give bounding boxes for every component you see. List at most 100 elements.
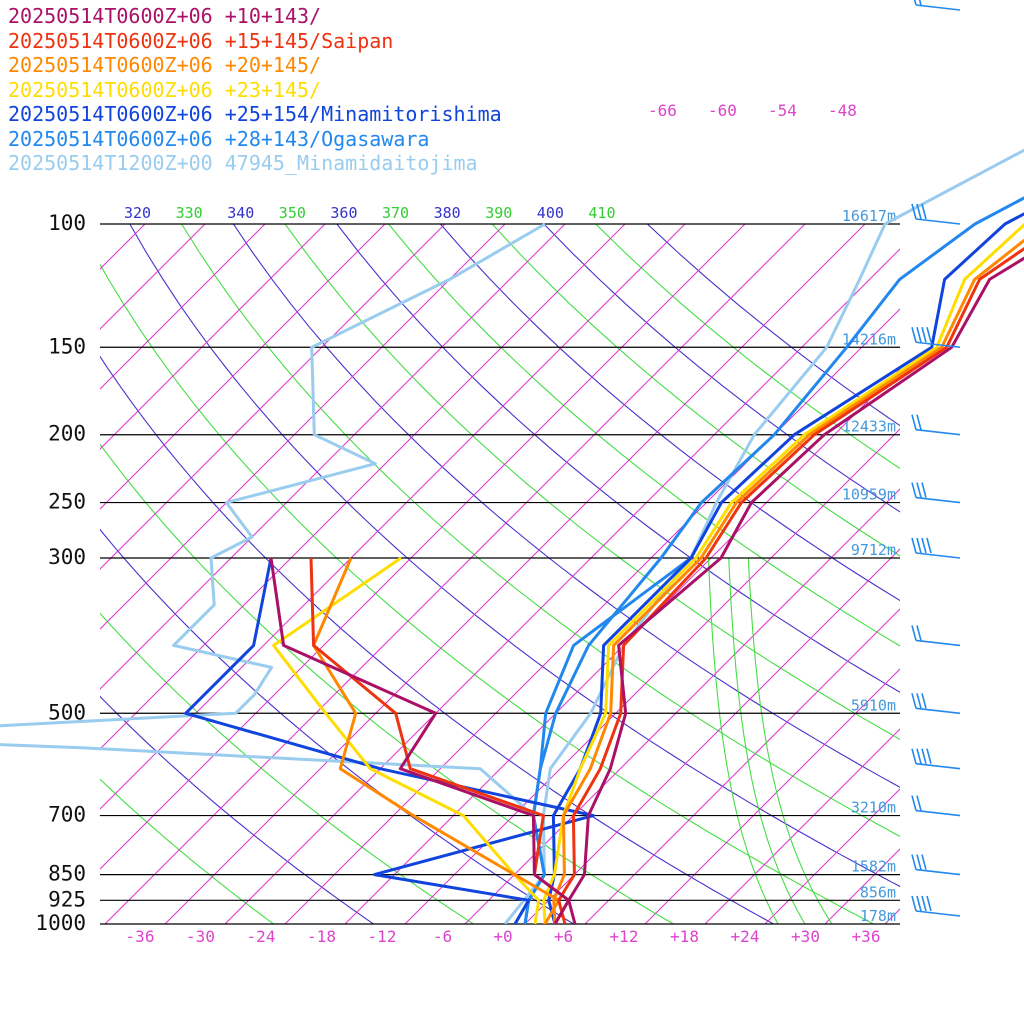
wind-barb <box>911 537 961 559</box>
isotherm-line <box>164 224 866 924</box>
dry-adiabat-line <box>100 528 574 924</box>
height-label: 16617m <box>842 207 896 225</box>
wind-barb <box>911 625 961 647</box>
height-label: 3210m <box>851 799 896 817</box>
mixing-ratio-line <box>747 557 833 924</box>
isotherm-line <box>824 848 900 924</box>
dry-adiabat-line <box>129 224 900 888</box>
legend-entry: 20250514T0600Z+06 +23+145/ <box>8 77 322 102</box>
height-label: 5910m <box>851 696 896 714</box>
isotherm-line <box>704 728 900 924</box>
theta-label: 320 <box>124 204 151 222</box>
wind-barb <box>911 854 961 876</box>
wind-barb <box>911 748 961 770</box>
legend-entry: 20250514T0600Z+06 +20+145/ <box>8 53 322 77</box>
temperature-tick-label: -6 <box>433 927 452 946</box>
theta-label: 390 <box>485 204 512 222</box>
isotherm-line <box>100 224 206 330</box>
isotherm-line <box>524 548 900 924</box>
temperature-tick-label: +18 <box>670 927 699 946</box>
temperature-trace <box>552 238 1024 924</box>
pressure-label: 300 <box>48 545 86 569</box>
temperature-tick-label: +24 <box>731 927 760 946</box>
theta-label: 400 <box>537 204 564 222</box>
height-label: 9712m <box>851 541 896 559</box>
isotherm-line <box>100 224 626 750</box>
isotherm-line <box>284 308 900 924</box>
dewpoint-trace <box>523 556 692 924</box>
temperature-tick-label: -30 <box>186 927 215 946</box>
wind-barb <box>911 414 961 436</box>
pressure-label: 100 <box>48 211 86 235</box>
pressure-label: 850 <box>48 862 86 886</box>
temperature-trace <box>567 256 1024 924</box>
wind-barb <box>911 895 961 917</box>
height-label: 1582m <box>851 858 896 876</box>
isotherm-line <box>100 224 386 510</box>
dewpoint-trace <box>272 556 541 924</box>
isotherm-line <box>104 224 806 924</box>
pressure-label: 250 <box>48 490 86 514</box>
temperature-tick-label: -24 <box>247 927 276 946</box>
isotherm-line <box>100 224 746 870</box>
theta-label: 370 <box>382 204 409 222</box>
temperature-trace <box>547 212 1024 924</box>
legend-entry: 20250514T1200Z+00 47945_Minamidaitojima <box>8 151 478 175</box>
wind-barb <box>911 482 961 504</box>
upper-temperature-label: -60 <box>708 101 737 120</box>
legend: 20250514T0600Z+06 +10+143/20250514T0600Z… <box>8 4 502 176</box>
pressure-label: 925 <box>48 887 86 911</box>
upper-temperature-label: -66 <box>648 101 677 120</box>
wind-barb <box>911 327 961 349</box>
dewpoint-trace <box>269 557 571 924</box>
isotherm-line <box>100 224 566 690</box>
theta-label: 340 <box>227 204 254 222</box>
isotherm-line <box>100 224 326 450</box>
isotherm-line <box>100 224 686 810</box>
theta-label: 410 <box>588 204 615 222</box>
dewpoint-trace <box>312 557 561 924</box>
dry-adiabat-line <box>388 224 900 647</box>
temperature-tick-label: +30 <box>791 927 820 946</box>
pressure-label: 1000 <box>35 911 86 935</box>
isotherm-line <box>100 224 266 390</box>
dry-adiabat-line <box>181 224 900 837</box>
isotherm-line <box>644 668 900 924</box>
isotherm-line <box>584 608 900 924</box>
temperature-tick-label: +36 <box>852 927 881 946</box>
height-label: 856m <box>860 883 896 901</box>
upper-temperature-label: -54 <box>768 101 797 120</box>
legend-entry: 20250514T0600Z+06 +15+145/Saipan <box>8 28 394 53</box>
pressure-label: 200 <box>48 422 86 446</box>
temperature-trace <box>542 222 1024 924</box>
isotherm-line <box>224 248 900 924</box>
theta-label: 360 <box>330 204 357 222</box>
temperature-tick-label: +12 <box>610 927 639 946</box>
temperature-trace <box>513 148 1024 924</box>
temperature-tick-label: +6 <box>554 927 573 946</box>
isotherm-line <box>100 224 506 630</box>
dewpoint-trace <box>0 222 546 924</box>
wind-barb <box>911 203 961 225</box>
mixing-ratio-line <box>707 557 779 924</box>
upper-temperature-label: -48 <box>828 101 857 120</box>
theta-label: 330 <box>176 204 203 222</box>
wind-barb <box>913 0 961 11</box>
height-label: 10959m <box>842 486 896 504</box>
temperature-trace <box>523 196 1024 924</box>
wind-barb <box>911 795 961 817</box>
dry-adiabat-line <box>100 778 274 924</box>
theta-label: 380 <box>434 204 461 222</box>
legend-entry: 20250514T0600Z+06 +25+154/Minamitorishim… <box>8 102 502 126</box>
pressure-label: 150 <box>48 334 86 358</box>
temperature-tick-label: -18 <box>307 927 336 946</box>
temperature-tick-label: -36 <box>126 927 155 946</box>
temperature-trace <box>557 246 1024 924</box>
isotherm-line <box>764 788 900 924</box>
height-label: 12433m <box>842 418 896 436</box>
legend-entry: 20250514T0600Z+06 +28+143/Ogasawara <box>8 126 430 151</box>
pressure-label: 700 <box>48 803 86 827</box>
temperature-tick-label: +0 <box>493 927 512 946</box>
isotherm-line <box>0 224 25 924</box>
